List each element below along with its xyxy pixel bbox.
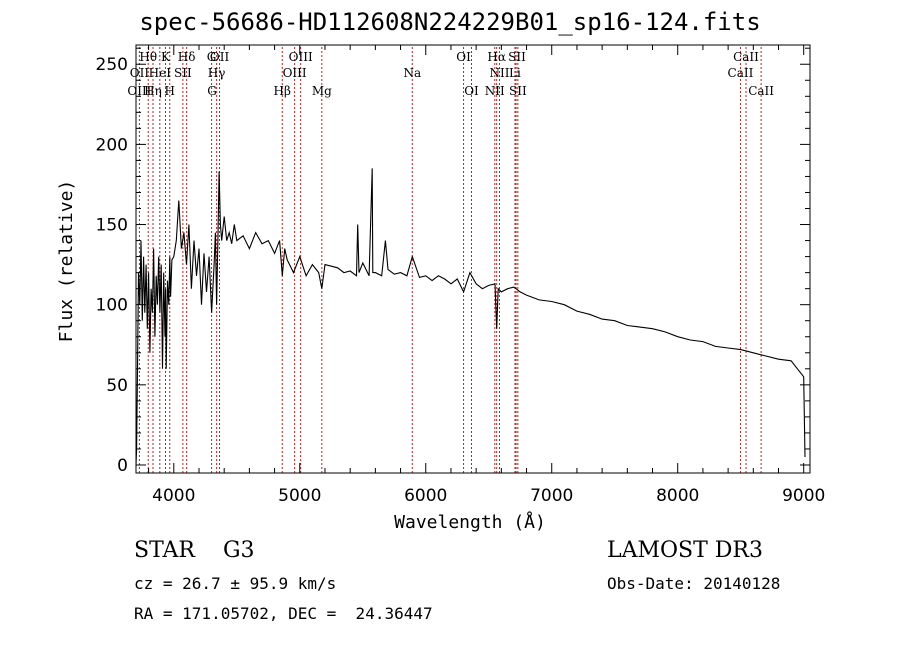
y-tick-label: 50 — [106, 376, 128, 396]
line-label: OI — [464, 84, 479, 98]
line-label: Hδ — [178, 50, 196, 64]
line-label: OI — [456, 50, 471, 64]
object-class: STAR G3 — [134, 538, 255, 563]
y-tick-label: 100 — [96, 296, 128, 316]
line-label: OIII — [127, 84, 151, 98]
x-tick-label: 7000 — [530, 486, 573, 506]
emission-line-markers — [138, 47, 762, 473]
line-label: NII — [485, 84, 505, 98]
line-label: H — [165, 84, 175, 98]
chart-title: spec-56686-HD112608N224229B01_sp16-124.f… — [139, 8, 761, 36]
x-axis-label: Wavelength (Å) — [394, 511, 546, 533]
plot-frame — [135, 44, 811, 474]
line-label: CaII — [748, 84, 774, 98]
y-tick-label: 200 — [96, 135, 128, 155]
line-label: SII — [509, 84, 527, 98]
line-label: SII — [174, 66, 192, 80]
line-label: Mg — [312, 84, 332, 98]
line-label: SII — [508, 50, 526, 64]
line-label: Hα — [487, 50, 506, 64]
line-label: OIII — [283, 66, 307, 80]
line-label: CaII — [733, 50, 759, 64]
line-label: OII — [130, 66, 150, 80]
x-tick-label: 5000 — [278, 486, 321, 506]
y-tick-label: 250 — [96, 55, 128, 75]
line-label: OIII — [289, 50, 313, 64]
line-label: OII — [210, 50, 230, 64]
x-tick-label: 9000 — [782, 486, 825, 506]
y-tick-label: 150 — [96, 216, 128, 236]
y-axis-label: Flux (relative) — [56, 180, 77, 343]
line-label: K — [161, 50, 171, 64]
line-label: G — [207, 50, 217, 64]
line-label: Hγ — [208, 66, 226, 80]
line-label: CaII — [728, 66, 754, 80]
spectrum-line — [135, 168, 806, 466]
y-axis-ticks: 0 50 100 150 200 250 — [96, 47, 810, 476]
line-label: G — [207, 84, 217, 98]
line-label: Hη — [144, 84, 162, 98]
y-tick-label: 0 — [117, 456, 128, 476]
x-tick-label: 8000 — [656, 486, 699, 506]
x-tick-label: 6000 — [404, 486, 447, 506]
line-label: Li — [509, 66, 521, 80]
line-label: Na — [403, 66, 421, 80]
line-label: Hθ — [139, 50, 157, 64]
line-label: Hβ — [274, 84, 291, 98]
x-axis-ticks: 4000 5000 6000 7000 8000 9000 — [148, 45, 825, 506]
coordinates: RA = 171.05702, DEC = 24.36447 — [134, 604, 433, 623]
line-label: NII — [489, 66, 509, 80]
survey-name: LAMOST DR3 — [607, 538, 763, 563]
observation-date: Obs-Date: 20140128 — [607, 574, 781, 593]
redshift-info: cz = 26.7 ± 95.9 km/s — [134, 574, 337, 593]
line-label: HeI — [149, 66, 172, 80]
x-tick-label: 4000 — [152, 486, 195, 506]
